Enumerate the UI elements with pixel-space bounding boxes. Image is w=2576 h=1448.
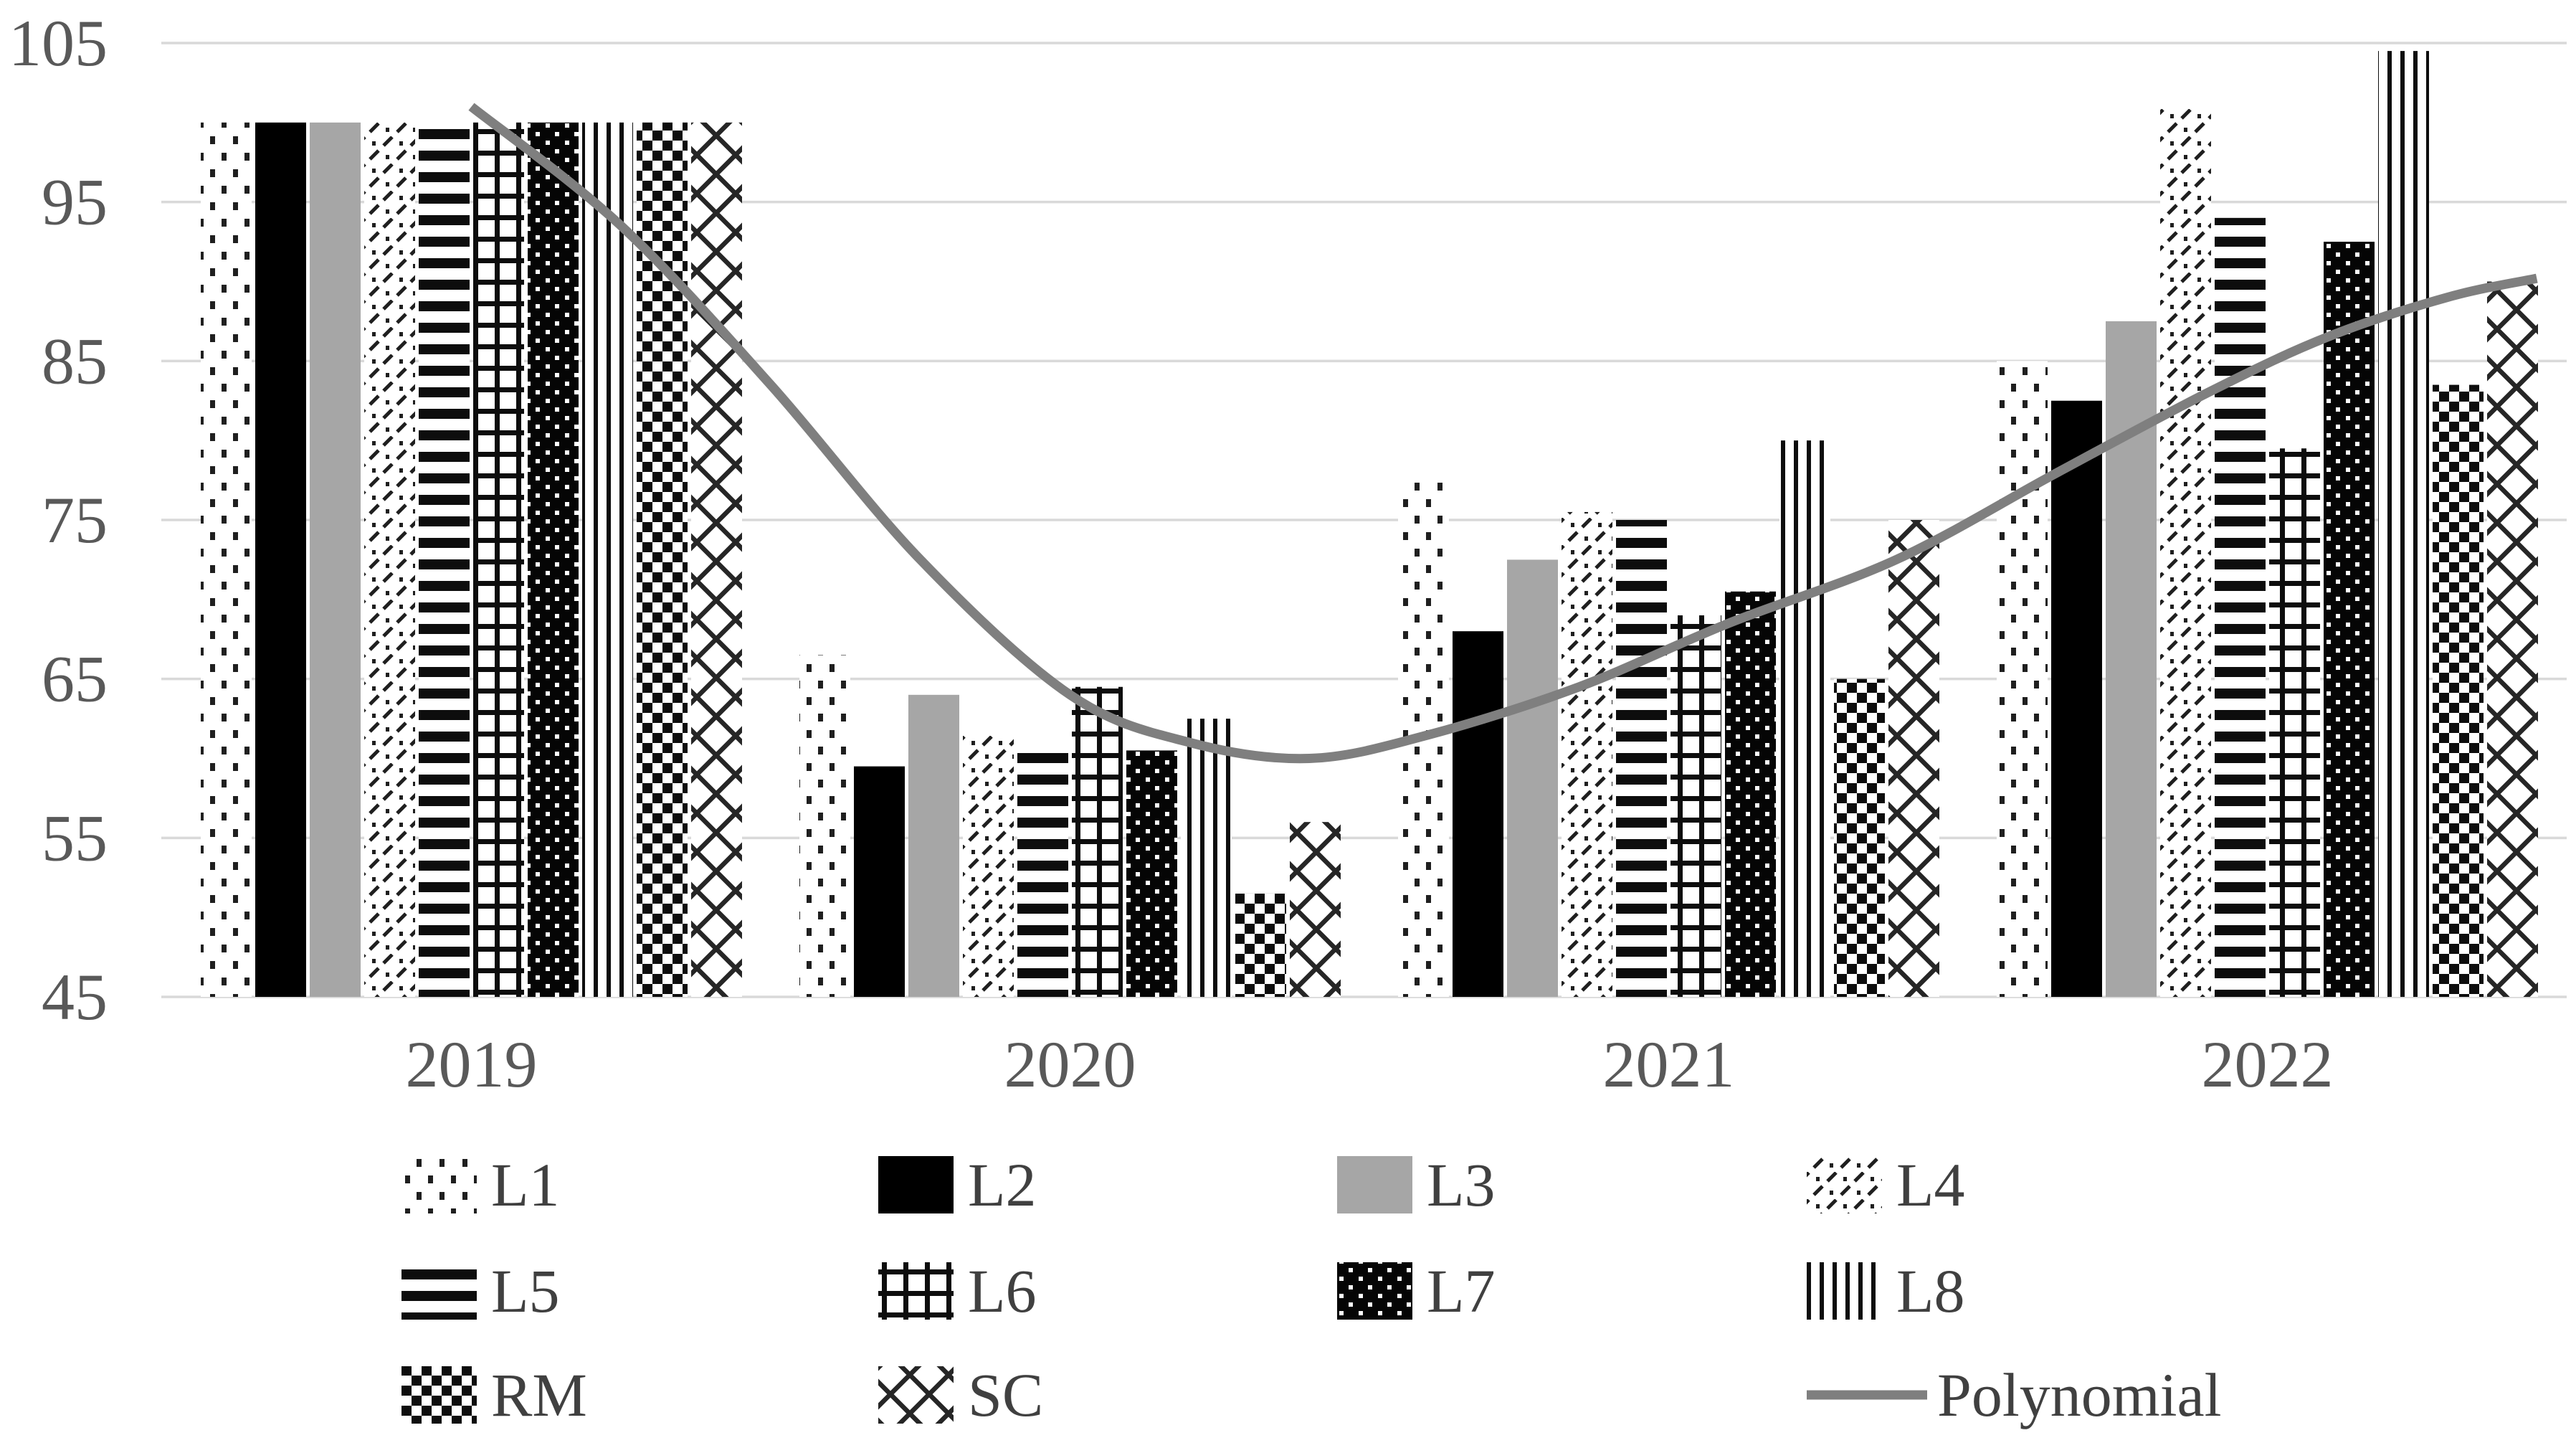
legend-swatch-l7	[1337, 1262, 1412, 1320]
legend-item-l1: L1	[401, 1150, 560, 1219]
bar-L2-2020	[854, 766, 905, 997]
bar-L4-2022	[2160, 106, 2211, 998]
legend-swatch-l8	[1807, 1262, 1882, 1320]
axis-labels-layer: 45 55 65 75 85 95 105 2019 2020 2021 2022	[9, 6, 2334, 1101]
legend-item-l3: L3	[1337, 1150, 1496, 1219]
y-tick-label-45: 45	[42, 960, 108, 1033]
x-label-2020: 2020	[1004, 1028, 1136, 1101]
legend-swatch-rm	[401, 1366, 477, 1424]
bar-SC-2019	[691, 122, 742, 997]
legend-item-rm: RM	[401, 1361, 587, 1429]
bar-L8-2021	[1779, 440, 1830, 997]
legend-swatch-l5	[401, 1262, 477, 1320]
legend-swatch-sc	[878, 1366, 954, 1424]
legend-item-l8: L8	[1807, 1257, 1965, 1325]
x-label-2021: 2021	[1603, 1028, 1735, 1101]
bar-RM-2020	[1235, 893, 1286, 997]
bar-SC-2020	[1290, 822, 1341, 997]
legend-label-l6: L6	[968, 1257, 1037, 1325]
bar-L6-2021	[1670, 615, 1721, 997]
bar-L3-2019	[310, 122, 361, 997]
bar-RM-2022	[2433, 384, 2484, 997]
legend-swatch-l4	[1807, 1156, 1882, 1213]
y-tick-label-85: 85	[42, 324, 108, 397]
legend-item-l5: L5	[401, 1257, 560, 1325]
bar-L2-2019	[255, 122, 306, 997]
legend-swatch-l1	[401, 1156, 477, 1213]
bar-L2-2021	[1453, 631, 1503, 997]
bar-L8-2020	[1181, 719, 1232, 997]
bar-L6-2022	[2269, 448, 2320, 997]
bar-RM-2021	[1834, 678, 1885, 997]
legend-label-l1: L1	[491, 1150, 560, 1219]
x-label-2019: 2019	[406, 1028, 538, 1101]
bar-L1-2020	[799, 655, 850, 997]
legend-item-polynomial: Polynomial	[1807, 1361, 2222, 1429]
y-tick-label-75: 75	[42, 483, 108, 557]
bar-L1-2019	[201, 122, 252, 997]
legend-swatch-l6	[878, 1262, 954, 1320]
bar-L7-2021	[1725, 591, 1776, 997]
legend-item-l2: L2	[878, 1150, 1037, 1219]
legend-swatch-l3	[1337, 1156, 1412, 1213]
bar-L5-2022	[2215, 217, 2266, 997]
legend-item-l7: L7	[1337, 1257, 1496, 1325]
bar-L4-2021	[1562, 511, 1612, 997]
legend-item-l6: L6	[878, 1257, 1037, 1325]
y-tick-label-95: 95	[42, 166, 108, 239]
bar-L4-2020	[963, 734, 1014, 997]
bar-L7-2022	[2324, 242, 2375, 997]
bars-layer	[201, 51, 2538, 998]
legend-label-l8: L8	[1896, 1257, 1965, 1325]
legend-label-rm: RM	[491, 1361, 587, 1429]
legend-item-l4: L4	[1807, 1150, 1965, 1219]
bar-L7-2019	[528, 122, 579, 997]
bar-L5-2020	[1017, 750, 1068, 997]
bar-L1-2022	[1997, 361, 2048, 997]
y-tick-label-55: 55	[42, 801, 108, 874]
x-label-2022: 2022	[2202, 1028, 2334, 1101]
legend-label-l5: L5	[491, 1257, 560, 1325]
legend-label-sc: SC	[968, 1361, 1043, 1429]
legend-item-sc: SC	[878, 1361, 1043, 1429]
bar-L8-2022	[2378, 51, 2429, 997]
legend-layer: L1 L2 L3 L4 L5 L6 L7 L8 RM SC Polynomial	[401, 1150, 2222, 1429]
legend-label-polynomial: Polynomial	[1937, 1361, 2222, 1429]
bar-SC-2022	[2487, 281, 2538, 997]
bar-SC-2021	[1888, 520, 1939, 997]
bar-L5-2019	[419, 122, 470, 997]
bar-L5-2021	[1616, 520, 1667, 997]
legend-label-l7: L7	[1427, 1257, 1496, 1325]
bar-L6-2020	[1072, 686, 1123, 997]
legend-swatch-l2	[878, 1156, 954, 1213]
y-tick-label-105: 105	[9, 6, 108, 80]
legend-label-l4: L4	[1896, 1150, 1965, 1219]
legend-label-l3: L3	[1427, 1150, 1496, 1219]
bar-L3-2020	[908, 694, 959, 997]
bar-L3-2021	[1507, 559, 1558, 997]
trendline-layer	[468, 103, 2538, 764]
bar-L8-2019	[582, 122, 633, 997]
bar-L2-2022	[2051, 400, 2102, 997]
bar-L7-2020	[1126, 750, 1177, 997]
legend-label-l2: L2	[968, 1150, 1037, 1219]
bar-L4-2019	[364, 122, 415, 997]
y-tick-label-65: 65	[42, 643, 108, 716]
trendline-path	[468, 103, 2538, 764]
bar-L6-2019	[473, 122, 524, 997]
